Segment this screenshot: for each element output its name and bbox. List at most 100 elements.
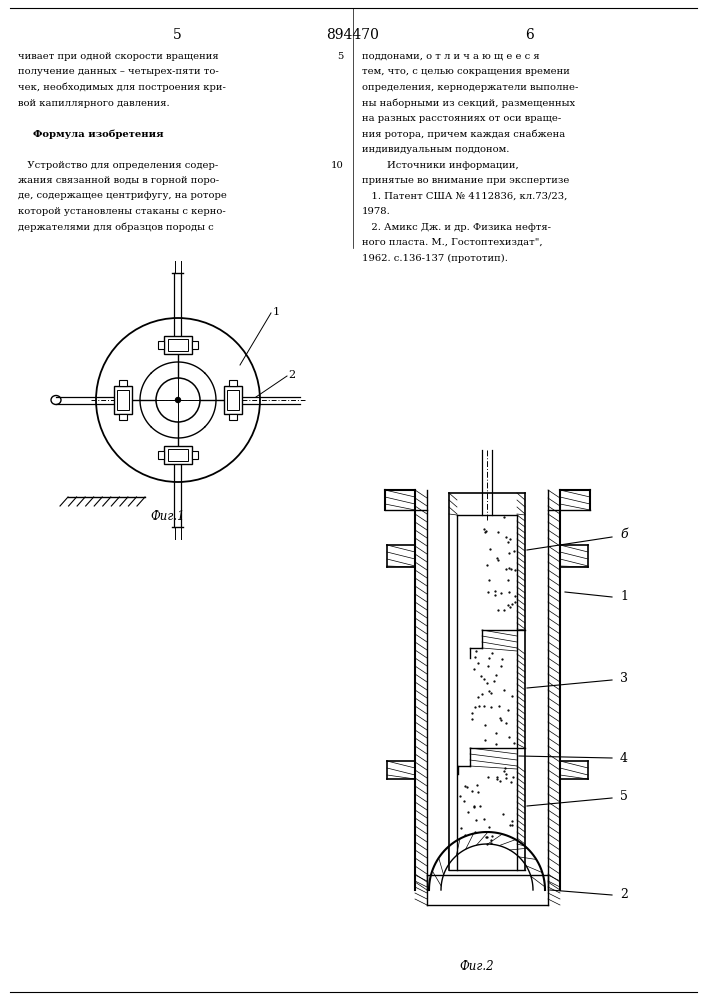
Text: 10: 10: [331, 160, 344, 169]
Point: [506, 688, 518, 704]
Point: [492, 552, 503, 568]
Point: [455, 820, 467, 836]
Point: [509, 594, 520, 610]
Point: [467, 783, 478, 799]
Text: 2: 2: [620, 888, 628, 902]
Text: получение данных – четырех-пяти то-: получение данных – четырех-пяти то-: [18, 68, 218, 77]
Bar: [168, 449, 188, 461]
Bar: [119, 414, 127, 420]
Point: [483, 819, 494, 835]
Point: [491, 736, 502, 752]
Point: [458, 793, 469, 809]
Text: ны наборными из секций, размещенных: ны наборными из секций, размещенных: [362, 99, 575, 108]
Point: [474, 798, 486, 814]
Point: [460, 778, 471, 794]
Text: 1: 1: [273, 307, 280, 317]
Point: [489, 583, 501, 599]
Point: [480, 829, 491, 845]
Text: де, содержащее центрифугу, на роторе: де, содержащее центрифугу, на роторе: [18, 192, 227, 200]
Point: [501, 766, 512, 782]
Point: [507, 813, 518, 829]
Point: [481, 829, 493, 845]
Point: [476, 686, 487, 702]
Point: [495, 773, 506, 789]
Point: [508, 543, 519, 559]
Point: [479, 717, 491, 733]
Point: [479, 811, 490, 827]
Point: [495, 712, 506, 728]
Text: поддонами, о т л и ч а ю щ е е с я: поддонами, о т л и ч а ю щ е е с я: [362, 52, 539, 61]
Point: [462, 804, 474, 820]
Point: [472, 655, 484, 671]
Point: [501, 715, 512, 731]
Point: [492, 550, 503, 566]
Point: [485, 832, 496, 848]
Point: [473, 698, 484, 714]
Point: [481, 523, 492, 539]
Point: [469, 824, 481, 840]
Point: [462, 779, 473, 795]
Point: [509, 588, 520, 604]
Text: 2. Амикс Дж. и др. Физика нефтя-: 2. Амикс Дж. и др. Физика нефтя-: [362, 223, 551, 232]
Text: 1: 1: [620, 590, 628, 603]
Text: принятые во внимание при экспертизе: принятые во внимание при экспертизе: [362, 176, 569, 185]
Bar: [164, 336, 192, 354]
Text: 1. Патент США № 4112836, кл.73/23,: 1. Патент США № 4112836, кл.73/23,: [362, 192, 568, 200]
Point: [488, 673, 499, 689]
Point: [484, 683, 495, 699]
Bar: [119, 380, 127, 386]
Text: держателями для образцов породы с: держателями для образцов породы с: [18, 223, 214, 232]
Point: [508, 769, 519, 785]
Point: [491, 725, 502, 741]
Text: жания связанной воды в горной поро-: жания связанной воды в горной поро-: [18, 176, 219, 185]
Point: [483, 769, 494, 785]
Point: [506, 774, 517, 790]
Point: [504, 817, 515, 833]
Point: [489, 587, 501, 603]
Point: [495, 658, 506, 674]
Bar: [192, 341, 198, 349]
Text: 2: 2: [288, 370, 295, 380]
Point: [505, 531, 516, 547]
Text: 3: 3: [620, 672, 628, 684]
Text: чек, необходимых для построения кри-: чек, необходимых для построения кри-: [18, 83, 226, 93]
Text: чивает при одной скорости вращения: чивает при одной скорости вращения: [18, 52, 218, 61]
Bar: [114, 386, 132, 414]
Point: [481, 836, 492, 852]
Point: [508, 735, 520, 751]
Point: [498, 763, 509, 779]
Point: [494, 710, 506, 726]
Point: [504, 729, 515, 745]
Point: [503, 545, 514, 561]
Point: [491, 769, 503, 785]
Text: ного пласта. М., Гостоптехиздат",: ного пласта. М., Гостоптехиздат",: [362, 238, 543, 247]
Point: [478, 671, 489, 687]
Text: б: б: [620, 528, 628, 542]
Text: 4: 4: [620, 752, 628, 764]
Point: [468, 798, 479, 814]
Bar: [229, 380, 237, 386]
Point: [479, 732, 490, 748]
Point: [500, 561, 511, 577]
Circle shape: [175, 397, 180, 402]
Point: [499, 760, 510, 776]
Point: [484, 650, 495, 666]
Bar: [164, 446, 192, 464]
Point: [471, 643, 482, 659]
Point: [502, 702, 513, 718]
Point: [482, 584, 493, 600]
Point: [505, 599, 516, 615]
Bar: [158, 341, 164, 349]
Text: индивидуальным поддоном.: индивидуальным поддоном.: [362, 145, 509, 154]
Bar: [117, 390, 129, 410]
Text: Формула изобретения: Формула изобретения: [33, 129, 163, 139]
Text: определения, кернодержатели выполне-: определения, кернодержатели выполне-: [362, 83, 578, 92]
Text: на разных расстояниях от оси враще-: на разных расстояниях от оси враще-: [362, 114, 561, 123]
Point: [491, 771, 502, 787]
Text: 894470: 894470: [327, 28, 380, 42]
Point: [496, 585, 507, 601]
Point: [493, 524, 504, 540]
Point: [472, 777, 483, 793]
Text: тем, что, с целью сокращения времени: тем, что, с целью сокращения времени: [362, 68, 570, 77]
Point: [497, 806, 508, 822]
